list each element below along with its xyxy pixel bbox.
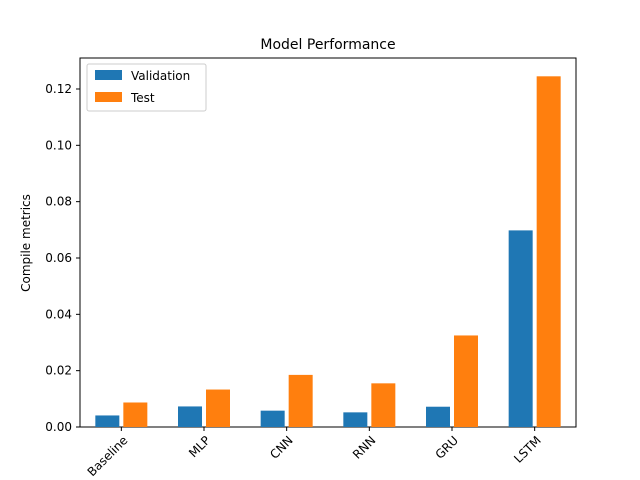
bars-layer <box>95 76 561 428</box>
bar-test-mlp <box>206 389 230 427</box>
legend: Validation Test <box>86 63 207 112</box>
y-tick-label: 0.10 <box>45 138 72 152</box>
legend-swatch-validation <box>95 70 122 80</box>
legend-label-validation: Validation <box>131 69 190 83</box>
y-tick-label: 0.00 <box>45 420 72 434</box>
legend-swatch-test <box>95 92 122 102</box>
x-tick-label: Baseline <box>85 433 131 479</box>
bar-test-lstm <box>536 76 561 428</box>
y-axis-ticks: 0.00 0.02 0.04 0.06 0.08 0.10 0.12 <box>45 82 80 434</box>
y-tick-label: 0.08 <box>45 195 72 209</box>
bar-validation-mlp <box>178 406 202 427</box>
x-tick-label: MLP <box>186 433 213 460</box>
bar-validation-rnn <box>343 412 368 427</box>
bar-validation-baseline <box>95 415 120 427</box>
y-axis-label: Compile metrics <box>19 194 33 292</box>
y-tick-label: 0.04 <box>45 307 72 321</box>
chart-title: Model Performance <box>260 37 395 53</box>
bar-test-rnn <box>371 383 396 427</box>
plot-frame <box>79 57 577 428</box>
bar-validation-lstm <box>508 230 533 427</box>
bar-test-baseline <box>123 402 148 427</box>
x-tick-label: GRU <box>433 433 462 462</box>
y-tick-label: 0.06 <box>45 251 72 265</box>
bar-validation-gru <box>426 406 450 427</box>
x-tick-label: CNN <box>267 433 296 462</box>
y-tick-label: 0.02 <box>45 364 72 378</box>
x-tick-label: RNN <box>350 433 378 461</box>
x-axis-ticks: Baseline MLP CNN RNN GRU LSTM <box>85 427 544 479</box>
bar-validation-cnn <box>260 410 285 427</box>
bar-test-cnn <box>288 374 313 427</box>
y-tick-label: 0.12 <box>45 82 72 96</box>
legend-label-test: Test <box>130 91 155 105</box>
plot-area <box>79 57 577 428</box>
bar-test-gru <box>454 335 478 427</box>
x-tick-label: LSTM <box>511 433 544 466</box>
